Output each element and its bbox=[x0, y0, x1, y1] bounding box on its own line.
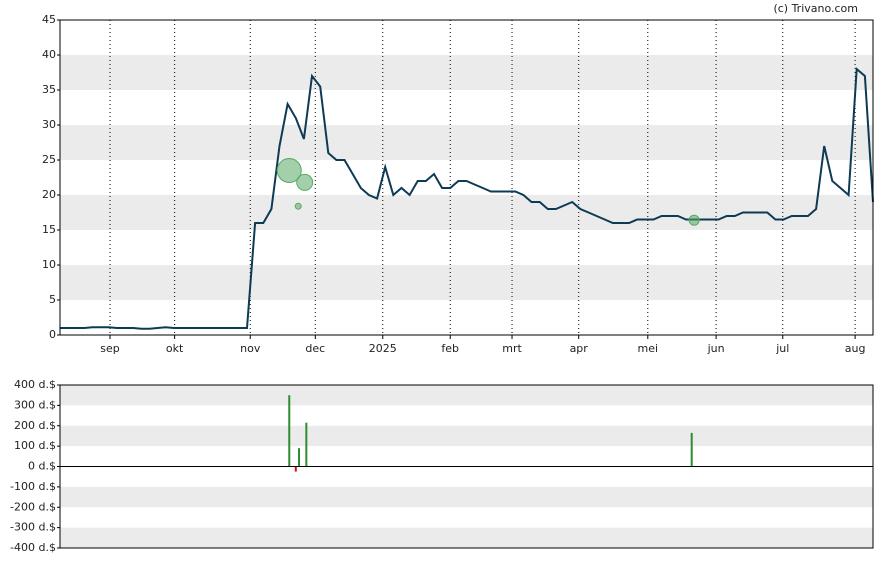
y-tick-label: 400 d.$ bbox=[14, 378, 56, 391]
plot-frame bbox=[59, 384, 874, 549]
x-tick-label: mrt bbox=[502, 342, 522, 355]
y-tick-label: 100 d.$ bbox=[14, 439, 56, 452]
y-tick-label: 30 bbox=[42, 118, 56, 131]
price-line bbox=[60, 66, 874, 330]
x-tick-label: aug bbox=[845, 342, 866, 355]
x-tick-label: 2025 bbox=[369, 342, 397, 355]
x-tick-label: sep bbox=[100, 342, 119, 355]
grid-band bbox=[60, 425, 873, 447]
grid-band bbox=[60, 55, 873, 90]
x-tick-label: nov bbox=[240, 342, 261, 355]
x-tick-label: feb bbox=[441, 342, 459, 355]
bubble bbox=[688, 214, 700, 226]
y-tick-label: -400 d.$ bbox=[10, 541, 56, 554]
y-tick-label: 200 d.$ bbox=[14, 419, 56, 432]
x-tick-label: dec bbox=[305, 342, 325, 355]
y-tick-label: -100 d.$ bbox=[10, 480, 56, 493]
x-tick-label: okt bbox=[166, 342, 184, 355]
y-tick-label: 0 bbox=[49, 328, 56, 341]
y-tick-label: 25 bbox=[42, 153, 56, 166]
y-tick-label: 15 bbox=[42, 223, 56, 236]
bubble bbox=[276, 158, 302, 183]
grid-band bbox=[60, 125, 873, 160]
y-tick-label: -300 d.$ bbox=[10, 521, 56, 534]
credit: (c) Trivano.com bbox=[773, 2, 858, 15]
y-tick-label: 45 bbox=[42, 13, 56, 26]
grid-band bbox=[60, 527, 873, 548]
y-tick-label: 20 bbox=[42, 188, 56, 201]
grid-band bbox=[60, 385, 873, 406]
grid-band bbox=[60, 195, 873, 230]
y-tick-label: 10 bbox=[42, 258, 56, 271]
x-tick-label: jun bbox=[707, 342, 725, 355]
x-tick-label: jul bbox=[775, 342, 789, 355]
plot-frame bbox=[59, 19, 874, 336]
x-tick-label: apr bbox=[570, 342, 589, 355]
y-tick-label: 40 bbox=[42, 48, 56, 61]
y-tick-label: -200 d.$ bbox=[10, 500, 56, 513]
bubble bbox=[294, 202, 302, 210]
y-tick-label: 35 bbox=[42, 83, 56, 96]
y-tick-label: 5 bbox=[49, 293, 56, 306]
grid-band bbox=[60, 265, 873, 300]
bubble bbox=[296, 173, 314, 191]
y-tick-label: 300 d.$ bbox=[14, 398, 56, 411]
x-tick-label: mei bbox=[638, 342, 659, 355]
grid-band bbox=[60, 486, 873, 508]
y-tick-label: 0 d.$ bbox=[28, 460, 56, 473]
